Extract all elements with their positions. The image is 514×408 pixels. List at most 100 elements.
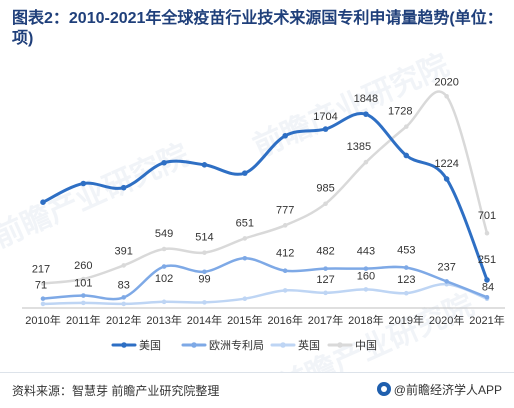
data-label: 2020 [434, 76, 458, 88]
legend-item: 欧洲专利局 [181, 338, 264, 352]
data-label: 651 [236, 217, 254, 229]
data-label: 83 [118, 279, 130, 291]
data-label: 412 [276, 248, 294, 260]
data-label: 101 [74, 278, 92, 290]
data-label: 549 [155, 228, 173, 240]
data-point [202, 269, 207, 275]
data-point [121, 301, 127, 307]
data-label: 260 [74, 260, 92, 272]
brand-credit: @前瞻经济学人APP [376, 381, 502, 398]
data-label: 84 [482, 281, 494, 293]
data-label: 1385 [347, 141, 371, 153]
data-point [403, 152, 410, 159]
data-label: 102 [155, 273, 173, 285]
brand-logo-icon [376, 382, 391, 396]
legend-marker [337, 342, 343, 348]
data-point [121, 295, 127, 300]
data-point [161, 159, 167, 166]
data-point [202, 300, 207, 305]
data-label: 123 [397, 274, 415, 286]
x-tick-label: 2014年 [187, 313, 222, 327]
watermark-text: 前瞻产业研究院 [273, 288, 479, 372]
x-tick-label: 2017年 [308, 313, 343, 327]
legend-label: 中国 [355, 339, 377, 352]
x-tick-label: 2021年 [469, 313, 504, 327]
data-point [120, 184, 127, 191]
data-label: 1848 [354, 93, 378, 105]
data-point [282, 288, 288, 293]
data-label: 1728 [388, 106, 412, 118]
data-label: 701 [478, 210, 496, 222]
footer: 资料来源：智慧芽 前瞻产业研究院整理 @前瞻经济学人APP [0, 372, 514, 408]
data-point [201, 162, 208, 168]
data-point [282, 268, 288, 274]
data-point [242, 170, 248, 176]
data-point [40, 296, 46, 301]
data-point [161, 264, 167, 269]
data-point [363, 287, 369, 292]
legend-label: 英国 [298, 338, 320, 352]
chart-title: 图表2：2010-2021年全球疫苗行业技术来源国专利申请量趋势(单位：项) [12, 10, 503, 47]
data-point [484, 277, 490, 283]
data-label: 251 [478, 254, 496, 266]
data-point [161, 299, 167, 305]
data-point [403, 290, 409, 296]
data-label: 443 [357, 246, 375, 258]
x-tick-label: 2011年 [66, 313, 101, 327]
legend-item: 中国 [327, 339, 377, 352]
data-point [322, 126, 329, 132]
data-label: 99 [198, 273, 210, 285]
series-line [41, 282, 489, 306]
data-point [363, 266, 369, 271]
data-label: 514 [195, 232, 213, 244]
legend-marker [280, 342, 286, 348]
legend-label: 美国 [139, 339, 161, 352]
legend-label: 欧洲专利局 [209, 338, 264, 352]
legend-item: 英国 [270, 338, 320, 352]
legend-marker [191, 342, 197, 348]
data-point [242, 255, 248, 261]
x-tick-label: 2013年 [146, 313, 181, 327]
data-point [282, 223, 288, 228]
x-tick-label: 2018年 [348, 313, 383, 327]
data-point [323, 290, 328, 296]
data-point [40, 301, 46, 307]
data-point [202, 250, 207, 255]
data-label: 237 [437, 261, 455, 273]
data-point [403, 124, 409, 129]
data-point [40, 281, 46, 286]
data-point [403, 265, 409, 270]
data-point [121, 263, 127, 268]
data-point [282, 132, 288, 139]
data-label: 160 [357, 270, 375, 282]
x-tick-label: 2015年 [227, 313, 262, 327]
data-label: 391 [115, 245, 133, 257]
data-label: 1224 [434, 158, 458, 170]
series-line [41, 256, 489, 301]
data-point [444, 94, 449, 99]
data-point [323, 201, 328, 207]
data-point [80, 180, 87, 187]
data-label: 1704 [313, 111, 337, 123]
source-note: 资料来源：智慧芽 前瞻产业研究院整理 [12, 384, 220, 398]
data-label: 217 [32, 263, 50, 275]
data-point [81, 300, 86, 306]
data-label: 985 [316, 183, 334, 195]
x-tick-label: 2019年 [389, 313, 424, 327]
data-label: 777 [276, 204, 294, 216]
data-label: 453 [397, 245, 415, 257]
data-point [443, 176, 450, 182]
data-point [363, 111, 369, 117]
x-tick-label: 2010年 [25, 313, 60, 327]
legend-item: 美国 [111, 339, 161, 352]
x-tick-label: 2012年 [106, 313, 141, 327]
data-label: 127 [316, 274, 334, 286]
legend-marker [121, 342, 127, 348]
data-point [161, 246, 167, 252]
x-tick-label: 2020年 [429, 313, 464, 327]
data-point [484, 230, 490, 236]
data-point [323, 266, 328, 271]
brand-text: @前瞻经济学人APP [393, 383, 502, 397]
data-label: 71 [35, 280, 47, 292]
